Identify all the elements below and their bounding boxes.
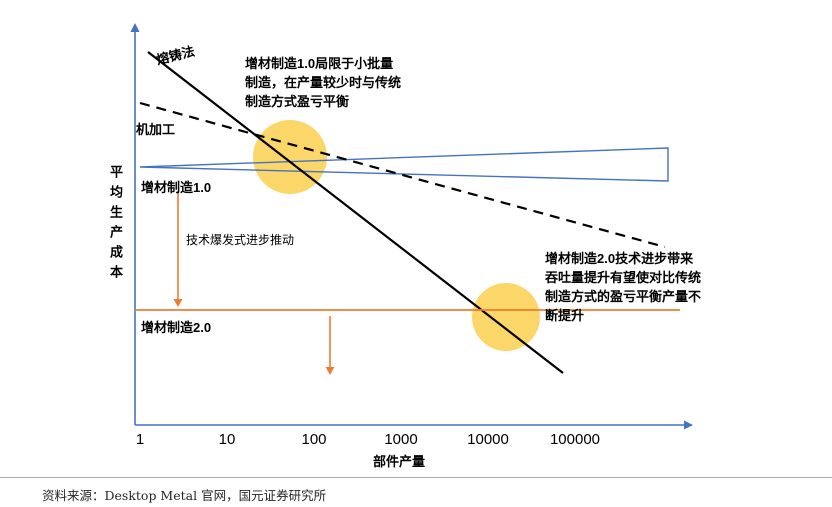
annotation-tech-leap: 技术爆发式进步推动: [186, 233, 295, 247]
x-axis-title: 部件产量: [373, 454, 426, 469]
am2-series-label: 增材制造2.0: [141, 320, 212, 335]
am1-series-label: 增材制造1.0: [141, 180, 212, 195]
breakeven-highlight-circle: [472, 283, 540, 351]
source-note: 资料来源：Desktop Metal 官网，国元证券研究所: [42, 488, 327, 503]
progress-arrow-head: [325, 367, 335, 375]
x-tick-label: 100000: [549, 431, 601, 448]
annotation-am1-breakeven: 增材制造1.0局限于小批量 制造，在产量较少时与传统 制造方式盈亏平衡: [245, 56, 402, 109]
x-tick-label: 10: [218, 431, 236, 448]
x-tick-label: 100: [301, 431, 327, 448]
am1-cost-band: [139, 147, 669, 182]
footer-divider: [0, 477, 832, 478]
x-tick-label: 10000: [467, 431, 509, 448]
progress-arrow-head: [173, 299, 183, 307]
x-tick-label: 1000: [384, 431, 418, 448]
annotation-am2-progress: 增材制造2.0技术进步带来 吞吐量提升有望使对比传统 制造方式的盈亏平衡产量不 …: [545, 251, 702, 323]
machining-series-label: 机加工: [136, 122, 176, 137]
y-axis-arrowhead: [130, 23, 140, 32]
x-tick-label: 1: [135, 431, 145, 448]
x-axis-arrowhead: [684, 420, 693, 430]
casting-cost-line: [147, 51, 564, 374]
y-axis-title: 平均生产成本: [108, 165, 123, 285]
machining-cost-line: [139, 101, 666, 249]
